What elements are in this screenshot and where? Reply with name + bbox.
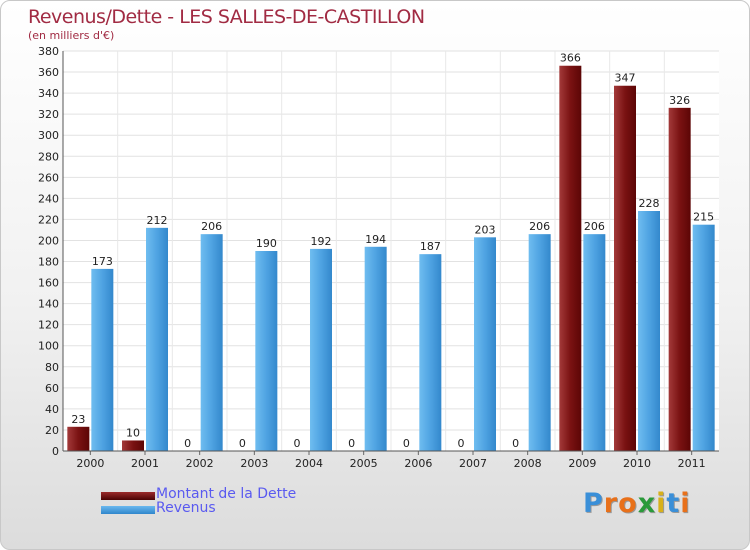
- logo-letter: i: [680, 488, 691, 519]
- data-label-revenus-2010: 228: [639, 197, 660, 210]
- x-tick-label-2002: 2002: [186, 457, 214, 470]
- data-label-revenus-2005: 194: [365, 233, 386, 246]
- logo-letter: P: [583, 488, 604, 519]
- legend-swatch-dette: [101, 492, 155, 500]
- y-tick-label-380: 380: [38, 45, 59, 58]
- legend-label-revenus: Revenus: [156, 500, 216, 516]
- data-label-dette-2010: 347: [615, 72, 636, 85]
- y-tick-label-40: 40: [45, 403, 59, 416]
- x-tick-label-2001: 2001: [131, 457, 159, 470]
- y-tick-label-240: 240: [38, 192, 59, 205]
- data-label-revenus-2009: 206: [584, 220, 605, 233]
- y-tick-label-100: 100: [38, 340, 59, 353]
- data-label-dette-2006: 0: [403, 437, 410, 450]
- logo-letter: o: [618, 488, 638, 519]
- y-tick-label-360: 360: [38, 66, 59, 79]
- bar-revenus-2006: [419, 254, 442, 451]
- y-tick-label-120: 120: [38, 319, 59, 332]
- bar-revenus-2009: [583, 234, 606, 451]
- data-label-dette-2000: 23: [71, 413, 85, 426]
- legend-swatch-revenus: [101, 506, 155, 514]
- data-label-dette-2004: 0: [294, 437, 301, 450]
- x-tick-label-2006: 2006: [404, 457, 432, 470]
- data-label-revenus-2001: 212: [147, 214, 168, 227]
- bar-revenus-2008: [528, 234, 551, 451]
- data-label-revenus-2007: 203: [475, 223, 496, 236]
- x-tick-label-2005: 2005: [350, 457, 378, 470]
- y-tick-label-140: 140: [38, 298, 59, 311]
- logo-letter: t: [666, 488, 681, 519]
- bar-dette-2000: [67, 426, 90, 451]
- bar-revenus-2004: [310, 248, 332, 451]
- data-label-dette-2011: 326: [669, 94, 690, 107]
- y-tick-label-320: 320: [38, 108, 59, 121]
- logo-letter: x: [637, 488, 657, 519]
- bar-revenus-2002: [200, 234, 223, 451]
- data-label-revenus-2008: 206: [529, 220, 550, 233]
- logo-letter: i: [656, 488, 667, 519]
- bar-revenus-2005: [364, 246, 387, 451]
- chart-subtitle: (en milliers d'€): [28, 29, 115, 42]
- x-tick-label-2010: 2010: [623, 457, 651, 470]
- data-label-revenus-2003: 190: [256, 237, 277, 250]
- data-label-dette-2003: 0: [239, 437, 246, 450]
- x-tick-label-2007: 2007: [459, 457, 487, 470]
- x-tick-label-2000: 2000: [76, 457, 104, 470]
- y-tick-label-20: 20: [45, 424, 59, 437]
- x-tick-label-2011: 2011: [678, 457, 706, 470]
- data-label-dette-2002: 0: [184, 437, 191, 450]
- legend-label-dette: Montant de la Dette: [156, 486, 297, 502]
- y-tick-label-300: 300: [38, 129, 59, 142]
- data-label-dette-2009: 366: [560, 52, 581, 65]
- data-label-dette-2001: 10: [126, 426, 140, 439]
- bar-dette-2009: [559, 65, 582, 451]
- y-tick-label-60: 60: [45, 382, 59, 395]
- bar-dette-2001: [122, 440, 144, 451]
- data-label-revenus-2004: 192: [311, 235, 332, 248]
- bar-revenus-2003: [255, 251, 278, 451]
- data-label-revenus-2011: 215: [693, 211, 714, 224]
- y-tick-label-220: 220: [38, 213, 59, 226]
- y-tick-label-200: 200: [38, 234, 59, 247]
- y-tick-label-180: 180: [38, 256, 59, 269]
- data-label-dette-2005: 0: [348, 437, 355, 450]
- bar-revenus-2000: [91, 268, 114, 451]
- y-tick-label-0: 0: [52, 445, 59, 458]
- bar-revenus-2010: [638, 211, 660, 451]
- x-tick-label-2004: 2004: [295, 457, 323, 470]
- y-tick-label-80: 80: [45, 361, 59, 374]
- x-tick-label-2008: 2008: [514, 457, 542, 470]
- y-tick-label-160: 160: [38, 277, 59, 290]
- y-tick-label-260: 260: [38, 171, 59, 184]
- data-label-dette-2008: 0: [512, 437, 519, 450]
- chart-title: Revenus/Dette - LES SALLES-DE-CASTILLON: [28, 6, 425, 28]
- data-label-revenus-2006: 187: [420, 240, 441, 253]
- x-tick-label-2009: 2009: [568, 457, 596, 470]
- proxiti-logo: Proxiti: [583, 488, 691, 519]
- y-tick-label-280: 280: [38, 150, 59, 163]
- bar-dette-2011: [668, 107, 691, 451]
- bar-dette-2010: [614, 85, 636, 451]
- data-label-dette-2007: 0: [458, 437, 465, 450]
- y-tick-label-340: 340: [38, 87, 59, 100]
- data-label-revenus-2002: 206: [201, 220, 222, 233]
- data-label-revenus-2000: 173: [92, 255, 113, 268]
- bar-revenus-2001: [146, 227, 168, 451]
- x-tick-label-2003: 2003: [240, 457, 268, 470]
- bar-revenus-2007: [474, 237, 496, 451]
- bar-revenus-2011: [692, 224, 715, 451]
- logo-letter: r: [603, 488, 619, 519]
